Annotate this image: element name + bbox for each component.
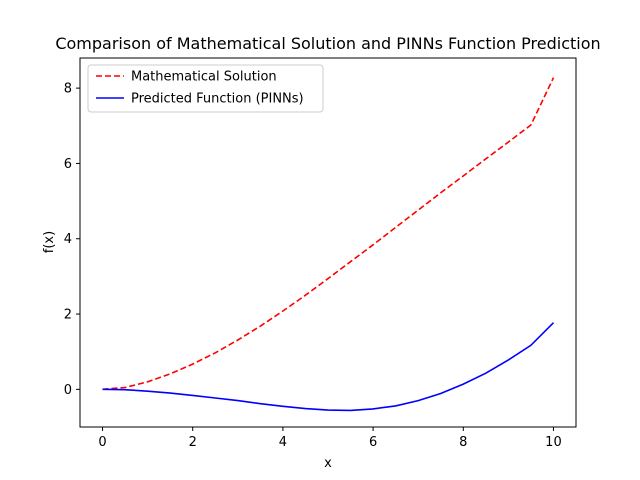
series-line-2 — [102, 322, 555, 412]
x-tick-label: 0 — [98, 435, 106, 450]
x-tick-label: 10 — [545, 435, 562, 450]
x-tick-label: 4 — [279, 435, 287, 450]
y-tick-label: 2 — [64, 308, 72, 323]
x-axis-label: x — [324, 456, 332, 471]
x-tick-label: 8 — [459, 435, 467, 450]
series-line-1 — [102, 77, 555, 391]
y-axis-label: f(x) — [42, 231, 57, 253]
legend-label-2: Predicted Function (PINNs) — [131, 92, 304, 107]
tick-layer: 0 2 4 6 8 10 0 2 4 6 8 — [64, 82, 562, 450]
y-tick-label: 6 — [64, 157, 72, 172]
x-tick-label: 6 — [369, 435, 377, 450]
legend-box — [87, 64, 324, 113]
y-tick-label: 8 — [64, 82, 72, 97]
legend: Mathematical Solution Predicted Function … — [87, 64, 324, 113]
y-tick-label: 4 — [64, 232, 72, 247]
legend-label-1: Mathematical Solution — [131, 70, 277, 85]
x-tick-label: 2 — [189, 435, 197, 450]
plot-area — [79, 57, 577, 428]
y-tick-label: 0 — [64, 383, 72, 398]
series-layer — [102, 77, 555, 412]
chart-title: Comparison of Mathematical Solution and … — [55, 34, 600, 53]
